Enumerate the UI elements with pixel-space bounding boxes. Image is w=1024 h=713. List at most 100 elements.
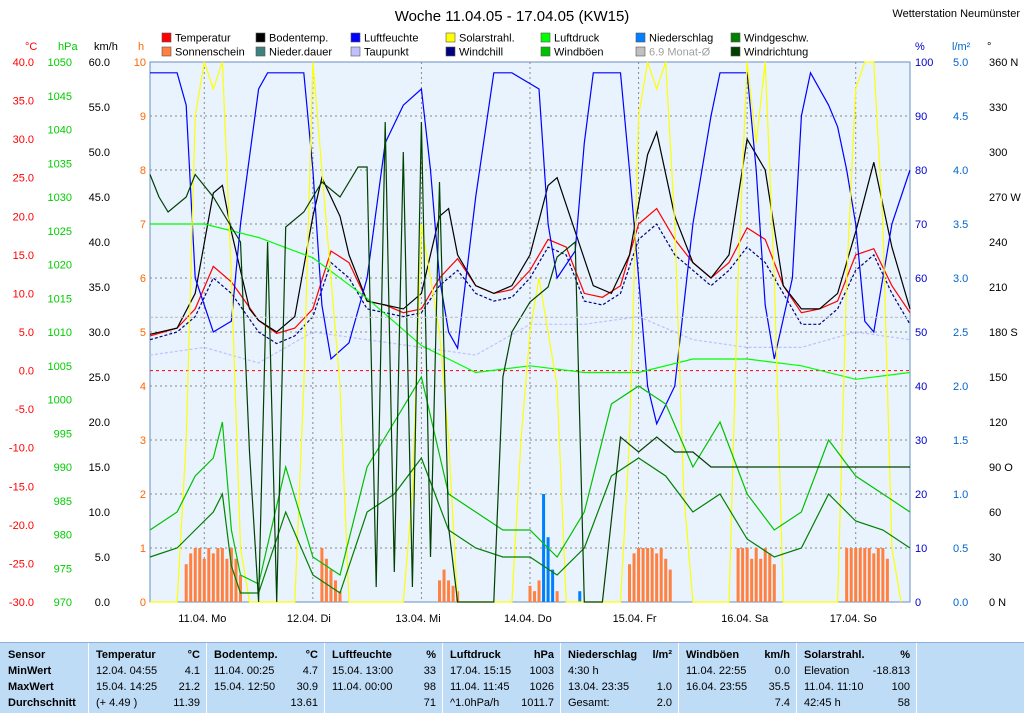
axis-tick-label: 1010: [48, 327, 72, 339]
stats-cell-label: Durchschnitt: [8, 697, 76, 709]
sunshine-bar: [198, 548, 202, 602]
sunshine-bar: [772, 564, 776, 602]
axis-tick-label: 90 O: [989, 462, 1013, 474]
axis-tick-label: 30: [915, 435, 927, 447]
legend-label: Luftfeuchte: [364, 33, 418, 45]
legend-swatch: [255, 32, 266, 43]
axis-tick-label: 0: [915, 597, 921, 609]
axis-tick-label: 30.0: [89, 327, 110, 339]
axis-tick-label: 1000: [48, 395, 72, 407]
sunshine-bar: [668, 569, 672, 602]
axis-tick-label: 3: [140, 435, 146, 447]
axis-tick-label: 985: [54, 496, 72, 508]
x-tick-label: 14.04. Do: [504, 613, 552, 625]
sunshine-bar: [225, 558, 229, 602]
sunshine-bar: [763, 548, 767, 602]
axis-unit-label: °C: [25, 41, 37, 53]
sunshine-bar: [442, 569, 446, 602]
stats-cell-label: 11.04. 22:55: [686, 665, 747, 677]
axis-tick-label: 50.0: [89, 147, 110, 159]
sunshine-bar: [768, 553, 772, 602]
axis-tick-label: 0.0: [95, 597, 110, 609]
x-tick-label: 17.04. So: [830, 613, 877, 625]
sunshine-bar: [646, 548, 650, 602]
stats-unit: %: [900, 649, 910, 661]
sunshine-bar: [641, 548, 645, 602]
stats-header: Sensor: [8, 649, 46, 661]
chart-title: Woche 11.04.05 - 17.04.05 (KW15): [395, 8, 630, 25]
legend-swatch: [445, 32, 456, 43]
sunshine-bar: [193, 548, 197, 602]
sunshine-bar: [664, 558, 668, 602]
axis-tick-label: 3.5: [953, 219, 968, 231]
statistics-panel: Sensor MinWert MaxWert Durchschnitt Temperat…: [0, 642, 1024, 713]
legend-swatch: [635, 46, 646, 57]
series-line-windrichtung: [149, 121, 910, 603]
axis-tick-label: 0 N: [989, 597, 1006, 609]
stats-cell-value: 1.0: [656, 681, 672, 693]
stats-cell-value: 11.39: [173, 697, 200, 709]
station-name: Wetterstation Neumünster: [892, 8, 1020, 20]
axis-tick-label: 975: [54, 563, 72, 575]
legend-label: Solarstrahl.: [459, 33, 515, 45]
axis-tick-label: 240: [989, 237, 1007, 249]
sunshine-bar: [659, 548, 663, 602]
stats-header: Bodentemp.: [214, 649, 278, 661]
stats-header: Luftfeuchte: [332, 649, 392, 661]
axis-tick-label: 3.0: [953, 273, 968, 285]
series-line-windb-en: [149, 375, 911, 585]
axis-tick-label: 9: [140, 111, 146, 123]
axis-tick-label: 55.0: [89, 102, 110, 114]
stats-cell-value: 0.0: [774, 665, 790, 677]
axis-tick-label: 330: [989, 102, 1007, 114]
sunshine-bar: [849, 548, 853, 602]
axis-layer: 11.04. Mo 12.04. Di 13.04. Mi 14.04. Do 15.0…: [9, 41, 1021, 625]
stats-cell-value: 4.1: [184, 665, 200, 677]
axis-unit-label: km/h: [94, 41, 118, 53]
stats-cell-value: 21.2: [178, 681, 200, 693]
legend-label: Sonnenschein: [175, 47, 245, 59]
sunshine-bar: [338, 591, 342, 602]
series-line-windgeschw-: [149, 456, 911, 594]
axis-tick-label: 6: [140, 273, 146, 285]
stats-cell-label: Elevation: [804, 665, 850, 677]
precipitation-bar: [578, 591, 582, 602]
stats-cell-value: 13.61: [290, 697, 318, 709]
axis-tick-label: 40: [915, 381, 927, 393]
stats-cell-label: 15.04. 14:25: [96, 681, 158, 693]
sunshine-bar: [438, 580, 442, 602]
stats-cell-value: 1011.7: [521, 697, 554, 709]
legend-label: 6.9 Monat-Ø: [649, 47, 711, 59]
sunshine-bar: [872, 553, 876, 602]
stats-cell-label: 42:45 h: [804, 697, 841, 709]
legend-label: Windböen: [554, 47, 604, 59]
legend-label: Bodentemp.: [269, 33, 328, 45]
axis-tick-label: 80: [915, 165, 927, 177]
stats-cell-value: 33: [423, 665, 436, 677]
axis-tick-label: 60: [989, 507, 1001, 519]
axis-tick-label: 1045: [48, 91, 72, 103]
axis-tick-label: 2.5: [953, 327, 968, 339]
stats-column: Niederschlag l/m² 4:30 h 13.04. 23:35 1.0 Ges…: [564, 643, 679, 713]
axis-tick-label: 90: [915, 111, 927, 123]
axis-tick-label: 40.0: [89, 237, 110, 249]
axis-tick-label: 5.0: [19, 327, 34, 339]
sunshine-bar: [202, 558, 206, 602]
axis-tick-label: 0: [140, 597, 146, 609]
axis-unit-label: hPa: [58, 41, 78, 53]
axis-tick-label: 100: [915, 57, 933, 69]
sunshine-bar: [628, 564, 632, 602]
stats-cell-value: 1026: [529, 681, 554, 693]
axis-tick-label: 4.5: [953, 111, 968, 123]
sunshine-bar: [537, 580, 541, 602]
stats-column: Luftfeuchte% 15.04. 13:00 33 11.04. 00:00 98…: [328, 643, 443, 713]
legend-swatch: [255, 46, 266, 57]
x-tick-label: 11.04. Mo: [178, 613, 226, 625]
stats-cell-value: 2.0: [656, 697, 672, 709]
stats-header: Luftdruck: [450, 649, 501, 661]
axis-tick-label: 20.0: [13, 211, 34, 223]
sunshine-bar: [528, 585, 532, 602]
sunshine-bar: [885, 558, 889, 602]
axis-tick-label: 995: [54, 428, 72, 440]
sunshine-bar: [238, 575, 242, 602]
